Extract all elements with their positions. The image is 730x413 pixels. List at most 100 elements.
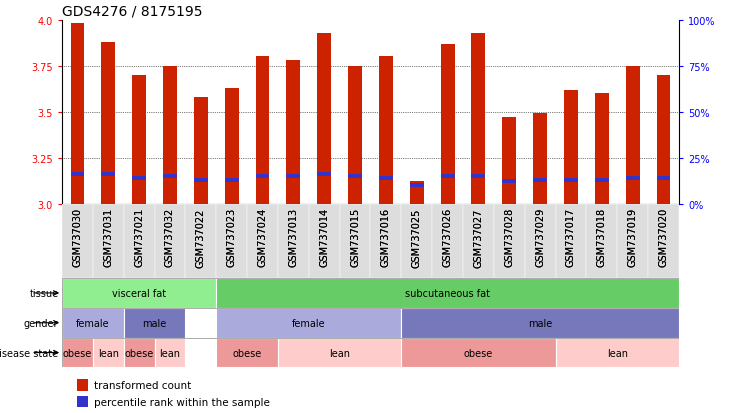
Bar	[247, 204, 278, 278]
Bar	[595, 94, 609, 204]
Text: GSM737014: GSM737014	[319, 208, 329, 267]
Text: gender: gender	[24, 318, 58, 328]
Text: GSM737020: GSM737020	[658, 208, 669, 267]
Text: tissue: tissue	[29, 288, 58, 298]
Bar	[71, 173, 85, 177]
Text: GSM737030: GSM737030	[72, 208, 82, 267]
Bar	[348, 66, 362, 204]
Text: GSM737014: GSM737014	[319, 208, 329, 267]
Bar	[432, 204, 463, 278]
Bar	[339, 204, 371, 278]
Bar	[533, 178, 547, 182]
Text: obese: obese	[464, 348, 493, 358]
Text: GSM737015: GSM737015	[350, 208, 360, 267]
Bar	[132, 176, 146, 180]
Text: GDS4276 / 8175195: GDS4276 / 8175195	[62, 4, 202, 18]
Text: female: female	[292, 318, 326, 328]
Bar	[62, 278, 216, 308]
Bar	[656, 76, 670, 204]
Bar	[564, 90, 578, 204]
Bar	[626, 176, 639, 180]
Text: GSM737024: GSM737024	[258, 208, 267, 267]
Text: lean: lean	[329, 348, 350, 358]
Text: GSM737018: GSM737018	[597, 208, 607, 267]
Bar	[318, 173, 331, 177]
Text: GSM737021: GSM737021	[134, 208, 144, 267]
Text: transformed count: transformed count	[94, 380, 191, 390]
Text: GSM737028: GSM737028	[504, 208, 514, 267]
Text: female: female	[76, 318, 110, 328]
Text: GSM737021: GSM737021	[134, 208, 144, 267]
Text: GSM737020: GSM737020	[658, 208, 669, 267]
Text: male: male	[142, 318, 166, 328]
Text: lean: lean	[607, 348, 628, 358]
Bar	[216, 308, 402, 338]
Bar	[255, 175, 269, 178]
Text: disease state: disease state	[0, 348, 58, 358]
Text: GSM737013: GSM737013	[288, 208, 299, 267]
Bar	[318, 33, 331, 204]
Bar	[62, 338, 93, 368]
Bar	[441, 45, 455, 204]
Text: GSM737023: GSM737023	[227, 208, 237, 267]
Bar	[525, 204, 556, 278]
Text: GSM737027: GSM737027	[474, 208, 483, 267]
Text: percentile rank within the sample: percentile rank within the sample	[94, 396, 270, 406]
Text: GSM737022: GSM737022	[196, 208, 206, 267]
Text: GSM737026: GSM737026	[442, 208, 453, 267]
Text: GSM737032: GSM737032	[165, 208, 175, 267]
Bar	[101, 43, 115, 204]
Bar	[556, 204, 586, 278]
Text: obese: obese	[232, 348, 262, 358]
Text: GSM737029: GSM737029	[535, 208, 545, 267]
Text: GSM737017: GSM737017	[566, 208, 576, 267]
Bar	[309, 204, 339, 278]
Bar	[371, 204, 402, 278]
Bar	[533, 114, 547, 204]
Bar	[617, 204, 648, 278]
Bar	[77, 396, 88, 407]
Bar	[502, 180, 516, 184]
Bar	[93, 338, 124, 368]
Bar	[216, 204, 247, 278]
Text: visceral fat: visceral fat	[112, 288, 166, 298]
Text: GSM737026: GSM737026	[442, 208, 453, 267]
Text: GSM737031: GSM737031	[104, 208, 113, 267]
Text: GSM737018: GSM737018	[597, 208, 607, 267]
Bar	[348, 175, 362, 178]
Bar	[163, 66, 177, 204]
Bar	[564, 178, 578, 182]
Bar	[185, 204, 216, 278]
Text: GSM737031: GSM737031	[104, 208, 113, 267]
Bar	[410, 184, 423, 188]
Bar	[441, 175, 455, 178]
Text: GSM737032: GSM737032	[165, 208, 175, 267]
Bar	[124, 338, 155, 368]
Text: GSM737013: GSM737013	[288, 208, 299, 267]
Text: GSM737023: GSM737023	[227, 208, 237, 267]
Text: male: male	[528, 318, 552, 328]
Bar	[62, 308, 124, 338]
Text: GSM737019: GSM737019	[628, 208, 637, 267]
Text: GSM737025: GSM737025	[412, 208, 422, 267]
Bar	[586, 204, 617, 278]
Text: GSM737030: GSM737030	[72, 208, 82, 267]
Bar	[286, 175, 300, 178]
Bar	[493, 204, 525, 278]
Text: GSM737027: GSM737027	[474, 208, 483, 267]
Text: GSM737019: GSM737019	[628, 208, 637, 267]
Bar	[124, 308, 185, 338]
Bar	[278, 338, 402, 368]
Bar	[132, 76, 146, 204]
Bar	[216, 278, 679, 308]
Bar	[556, 338, 679, 368]
Bar	[77, 379, 88, 391]
Bar	[463, 204, 493, 278]
Bar	[278, 204, 309, 278]
Bar	[62, 204, 93, 278]
Text: GSM737025: GSM737025	[412, 208, 422, 267]
Bar	[379, 176, 393, 180]
Text: GSM737028: GSM737028	[504, 208, 514, 267]
Text: lean: lean	[98, 348, 119, 358]
Bar	[101, 173, 115, 177]
